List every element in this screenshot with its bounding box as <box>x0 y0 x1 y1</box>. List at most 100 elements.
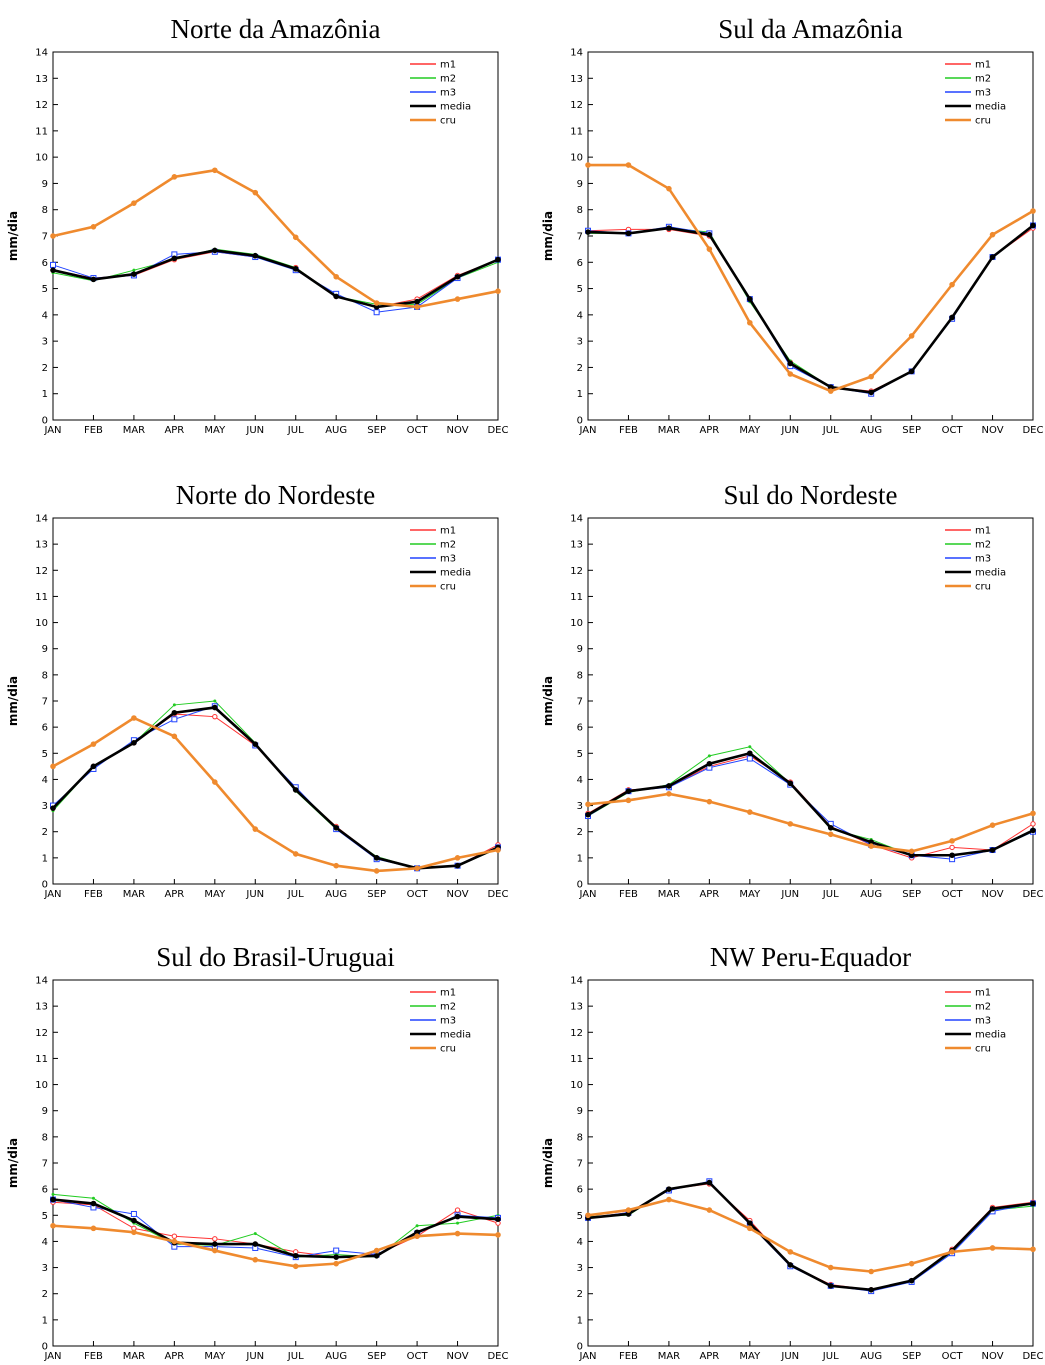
data-point <box>333 1260 339 1267</box>
data-point <box>50 261 56 268</box>
series-line <box>52 1198 499 1259</box>
x-tick-label: DEC <box>1022 889 1043 900</box>
legend-label: m2 <box>975 540 991 551</box>
legend-label: m1 <box>440 60 456 71</box>
y-tick-label: 11 <box>35 126 48 137</box>
data-point <box>252 252 259 259</box>
y-tick-label: 1 <box>577 853 583 864</box>
x-tick-label: NOV <box>447 425 469 436</box>
y-tick-label: 10 <box>570 153 583 164</box>
y-tick-label: 1 <box>577 389 583 400</box>
chart-title: Sul do Nordeste <box>724 480 898 510</box>
data-point <box>585 162 591 168</box>
data-point <box>989 1245 996 1251</box>
data-point <box>253 1232 257 1236</box>
data-point <box>212 713 218 720</box>
y-tick-label: 12 <box>35 566 48 577</box>
data-point <box>90 276 97 283</box>
y-axis-label: mm/dia <box>6 1138 20 1188</box>
data-point <box>91 1196 95 1200</box>
data-point <box>1030 208 1036 214</box>
y-tick-label: 0 <box>577 880 583 891</box>
series-line <box>588 225 1034 393</box>
data-point <box>131 715 137 721</box>
y-tick-label: 7 <box>42 232 48 243</box>
y-tick-label: 13 <box>35 540 48 551</box>
data-point <box>212 779 218 785</box>
y-tick-label: 8 <box>42 670 48 681</box>
x-tick-label: FEB <box>619 1351 638 1362</box>
legend-label: m1 <box>975 988 991 999</box>
legend-label: m2 <box>440 1002 456 1013</box>
x-tick-label: MAR <box>658 1351 680 1362</box>
x-tick-label: JUL <box>822 1351 839 1362</box>
y-tick-label: 8 <box>577 1132 583 1143</box>
legend-label: media <box>440 1030 471 1041</box>
data-point <box>131 1229 137 1236</box>
x-tick-label: APR <box>164 1351 184 1362</box>
data-point <box>1030 821 1036 827</box>
data-point <box>50 233 56 239</box>
series-line <box>587 757 1034 860</box>
y-tick-label: 6 <box>42 723 48 734</box>
data-point <box>868 843 874 849</box>
legend-label: cru <box>975 116 991 127</box>
data-point <box>666 791 672 797</box>
data-point <box>706 231 713 238</box>
data-point <box>90 1200 97 1207</box>
legend-label: m1 <box>440 526 456 537</box>
y-tick-label: 1 <box>42 853 48 864</box>
y-tick-label: 2 <box>577 827 583 838</box>
data-point <box>212 704 218 711</box>
data-point <box>495 1232 501 1238</box>
data-point <box>989 822 996 828</box>
legend-label: cru <box>440 582 456 593</box>
data-point <box>827 1264 834 1271</box>
legend-label: m3 <box>440 1016 456 1027</box>
x-tick-label: NOV <box>982 1351 1004 1362</box>
x-tick-label: JAN <box>43 425 61 436</box>
data-point <box>50 1222 56 1229</box>
y-tick-label: 2 <box>42 363 48 374</box>
y-tick-label: 3 <box>577 1263 583 1274</box>
data-point <box>50 1196 56 1203</box>
legend-label: m1 <box>975 526 991 537</box>
legend-label: cru <box>440 1044 456 1055</box>
x-tick-label: JUN <box>780 889 799 900</box>
x-tick-label: DEC <box>1022 1351 1043 1362</box>
y-tick-label: 3 <box>42 1263 48 1274</box>
x-tick-label: SEP <box>902 889 921 900</box>
x-tick-label: JUL <box>822 425 839 436</box>
data-point <box>747 319 753 326</box>
data-point <box>706 1207 713 1213</box>
y-tick-label: 4 <box>42 310 48 321</box>
legend-label: cru <box>440 116 456 127</box>
y-tick-label: 1 <box>577 1315 583 1326</box>
y-tick-label: 8 <box>42 205 48 216</box>
legend-label: m3 <box>975 554 991 565</box>
y-tick-label: 6 <box>577 258 583 269</box>
x-tick-label: SEP <box>367 889 386 900</box>
series-line <box>587 225 1034 395</box>
data-point <box>787 1249 794 1255</box>
data-point <box>585 229 591 235</box>
legend-label: m2 <box>975 74 991 85</box>
data-point <box>908 368 915 375</box>
y-tick-label: 7 <box>42 697 48 708</box>
y-tick-label: 1 <box>42 1315 48 1326</box>
data-point <box>333 293 339 300</box>
y-tick-label: 9 <box>577 179 583 190</box>
data-point <box>292 266 299 272</box>
x-tick-label: SEP <box>902 425 921 436</box>
data-point <box>171 255 178 262</box>
y-tick-label: 10 <box>570 618 583 629</box>
x-tick-label: JUN <box>245 425 264 436</box>
data-point <box>748 745 752 749</box>
legend-label: m3 <box>975 1016 991 1027</box>
y-axis-label: mm/dia <box>6 211 20 261</box>
data-point <box>666 1196 672 1203</box>
y-tick-label: 6 <box>577 723 583 734</box>
data-point <box>414 865 420 872</box>
data-point <box>373 868 380 874</box>
data-point <box>373 309 380 316</box>
